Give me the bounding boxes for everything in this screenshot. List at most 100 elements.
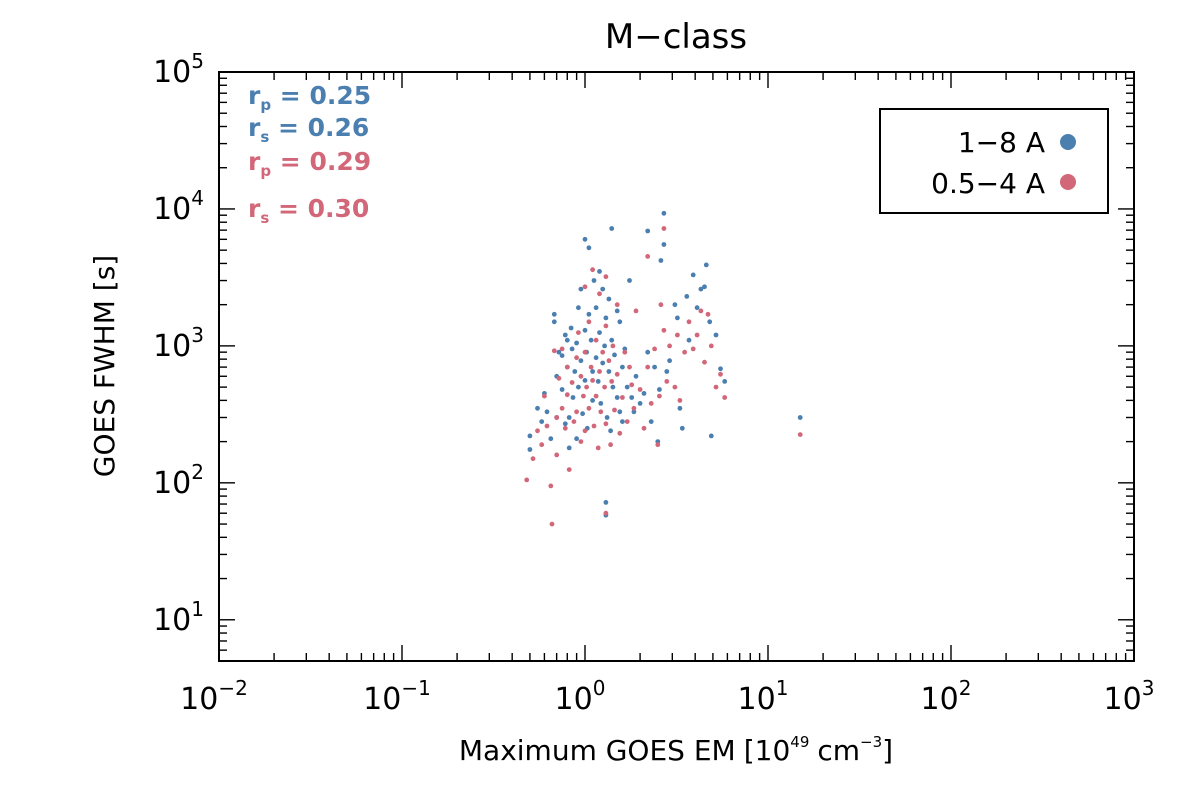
point-0.5-4A [677,398,683,403]
x-axis-unit-base: 10 [755,734,791,767]
point-0.5-4A [633,308,639,314]
point-0.5-4A [593,393,599,399]
point-1-8A [603,500,609,505]
y-tick-label: 102 [153,460,204,501]
point-1-8A [609,226,615,231]
x-axis-label-main: Maximum GOES EM [459,734,736,767]
point-0.5-4A [694,332,700,338]
point-0.5-4A [556,375,562,381]
point-0.5-4A [576,330,581,335]
point-0.5-4A [591,423,597,429]
point-0.5-4A [610,343,616,349]
point-0.5-4A [612,407,617,413]
point-1-8A [641,391,647,396]
point-0.5-4A [524,477,530,483]
point-0.5-4A [535,428,540,434]
x-tick-label: 10−1 [363,676,431,717]
point-0.5-4A [657,393,662,399]
y-tick-label: 103 [153,323,204,364]
point-0.5-4A [620,395,625,400]
x-axis-unit-cm-exp: −3 [860,733,882,751]
point-0.5-4A [698,308,704,314]
point-1-8A [602,343,607,349]
x-axis-unit-cm: cm [817,734,860,767]
point-1-8A [637,401,643,406]
point-1-8A [661,210,667,216]
point-1-8A [620,419,625,424]
point-0.5-4A [586,405,592,411]
point-0.5-4A [582,349,588,355]
point-1-8A [606,296,612,302]
point-0.5-4A [631,405,637,411]
point-1-8A [627,278,632,283]
point-1-8A [582,327,588,333]
point-0.5-4A [645,364,651,370]
point-1-8A [578,286,584,292]
point-1-8A [658,258,664,263]
point-0.5-4A [667,343,672,349]
legend-label-1-8A: 1−8 A [958,126,1045,159]
point-1-8A [559,353,565,358]
point-0.5-4A [690,346,696,352]
point-1-8A [606,369,612,374]
point-0.5-4A [549,521,555,527]
point-1-8A [703,262,709,268]
y-tick-label: 105 [153,49,204,90]
point-1-8A [582,378,588,383]
point-1-8A [603,315,609,321]
point-0.5-4A [641,425,647,431]
point-1-8A [535,405,540,411]
point-1-8A [614,308,620,314]
x-tick-label: 102 [921,676,972,717]
point-0.5-4A [614,371,620,377]
point-1-8A [572,369,578,374]
point-0.5-4A [581,393,586,399]
point-1-8A [694,305,700,311]
point-0.5-4A [708,343,714,349]
point-1-8A [684,294,690,299]
point-1-8A [713,332,719,338]
point-1-8A [645,349,651,355]
point-1-8A [604,415,610,420]
point-0.5-4A [578,439,584,444]
point-1-8A [620,364,625,370]
point-0.5-4A [544,423,550,429]
point-1-8A [595,379,601,384]
point-0.5-4A [574,355,579,361]
legend: 1−8 A 0.5−4 A [879,108,1109,214]
y-tick-label: 101 [153,597,204,638]
y-axis-label: GOES FWHM [s] [88,255,121,477]
point-1-8A [591,278,597,283]
point-1-8A [686,337,692,343]
legend-label-0.5-4A: 0.5−4 A [931,167,1045,200]
point-1-8A [544,409,550,415]
point-0.5-4A [702,359,707,365]
point-1-8A [609,337,615,343]
point-1-8A [582,236,588,242]
point-1-8A [597,330,602,335]
point-1-8A [614,395,620,400]
point-0.5-4A [622,349,628,355]
point-0.5-4A [602,384,607,390]
point-0.5-4A [593,337,599,343]
point-1-8A [722,379,728,384]
point-0.5-4A [645,254,651,259]
point-1-8A [576,384,581,390]
point-1-8A [672,302,678,308]
point-0.5-4A [590,378,595,383]
point-0.5-4A [603,421,609,427]
y-tick-label: 104 [153,186,204,227]
point-0.5-4A [542,393,547,399]
point-1-8A [612,352,617,358]
legend-box [879,108,1109,214]
x-tick-label: 103 [1104,676,1155,717]
point-1-8A [570,395,576,400]
point-1-8A [675,315,680,321]
point-0.5-4A [617,430,623,436]
correlation-annotation: rp = 0.29 [248,147,371,180]
point-0.5-4A [554,452,560,458]
point-0.5-4A [686,319,692,325]
point-0.5-4A [597,291,602,297]
point-1-8A [702,284,707,290]
